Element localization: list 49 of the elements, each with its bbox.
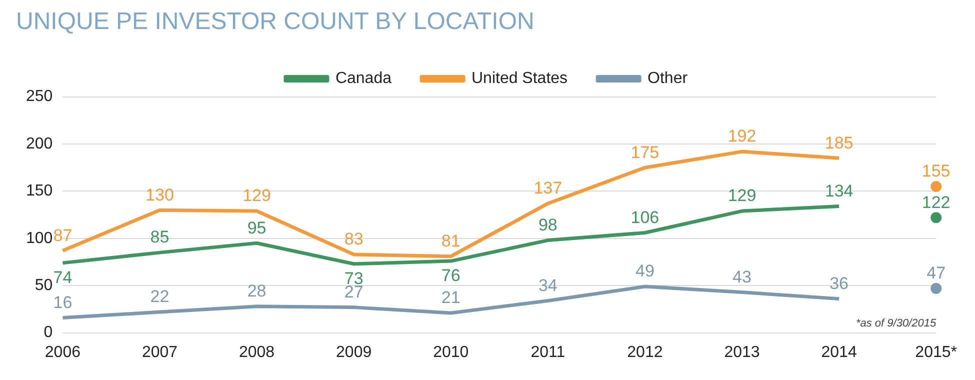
x-tick-label: 2015*: [915, 344, 958, 361]
y-tick-label: 250: [26, 88, 53, 106]
y-tick-label: 150: [26, 182, 53, 200]
data-label: 98: [538, 215, 558, 234]
data-label: 87: [53, 226, 72, 245]
data-label: 49: [635, 262, 654, 281]
annotation: *as of 9/30/2015: [856, 317, 937, 330]
data-label: 36: [830, 274, 849, 294]
y-tick-label: 200: [26, 135, 53, 152]
x-tick-label: 2013: [724, 344, 760, 361]
data-label: 76: [441, 266, 460, 286]
data-label: 43: [732, 267, 752, 286]
x-tick-label: 2010: [433, 344, 469, 361]
data-label: 16: [53, 292, 72, 312]
legend-label: United States: [471, 70, 568, 88]
legend-label: Canada: [335, 70, 392, 88]
data-label: 34: [538, 276, 558, 295]
data-label: 74: [53, 268, 72, 288]
data-label: 185: [824, 133, 854, 152]
y-tick-label: 0: [44, 324, 53, 342]
chart-title: UNIQUE PE INVESTOR COUNT BY LOCATION: [16, 8, 534, 36]
data-label: 85: [150, 228, 170, 247]
y-tick-label: 50: [34, 277, 53, 294]
data-label: 22: [150, 287, 170, 306]
x-tick-label: 2008: [238, 344, 275, 361]
x-tick-label: 2006: [44, 344, 81, 361]
data-label: 95: [247, 218, 266, 238]
x-tick-label: 2009: [336, 344, 372, 361]
x-tick-label: 2007: [142, 344, 178, 361]
data-label: 134: [824, 181, 854, 200]
x-tick-label: 2011: [530, 344, 566, 361]
data-label: 137: [534, 178, 562, 198]
data-label: 129: [728, 186, 756, 206]
data-label: 47: [926, 264, 946, 283]
data-label: 155: [922, 162, 950, 181]
data-label: 122: [922, 192, 950, 212]
data-label: 175: [630, 142, 660, 162]
data-label: 106: [630, 208, 660, 227]
y-tick-label: 100: [26, 230, 53, 247]
legend-label: Other: [648, 70, 688, 88]
data-label: 81: [441, 232, 460, 251]
data-label: 192: [728, 126, 756, 146]
data-label: 21: [441, 288, 460, 308]
data-label: 130: [146, 185, 174, 204]
x-tick-label: 2014: [821, 344, 857, 361]
data-label: 83: [344, 230, 364, 249]
data-label: 28: [247, 282, 266, 301]
data-label: 129: [242, 186, 271, 206]
x-tick-label: 2012: [627, 344, 663, 361]
